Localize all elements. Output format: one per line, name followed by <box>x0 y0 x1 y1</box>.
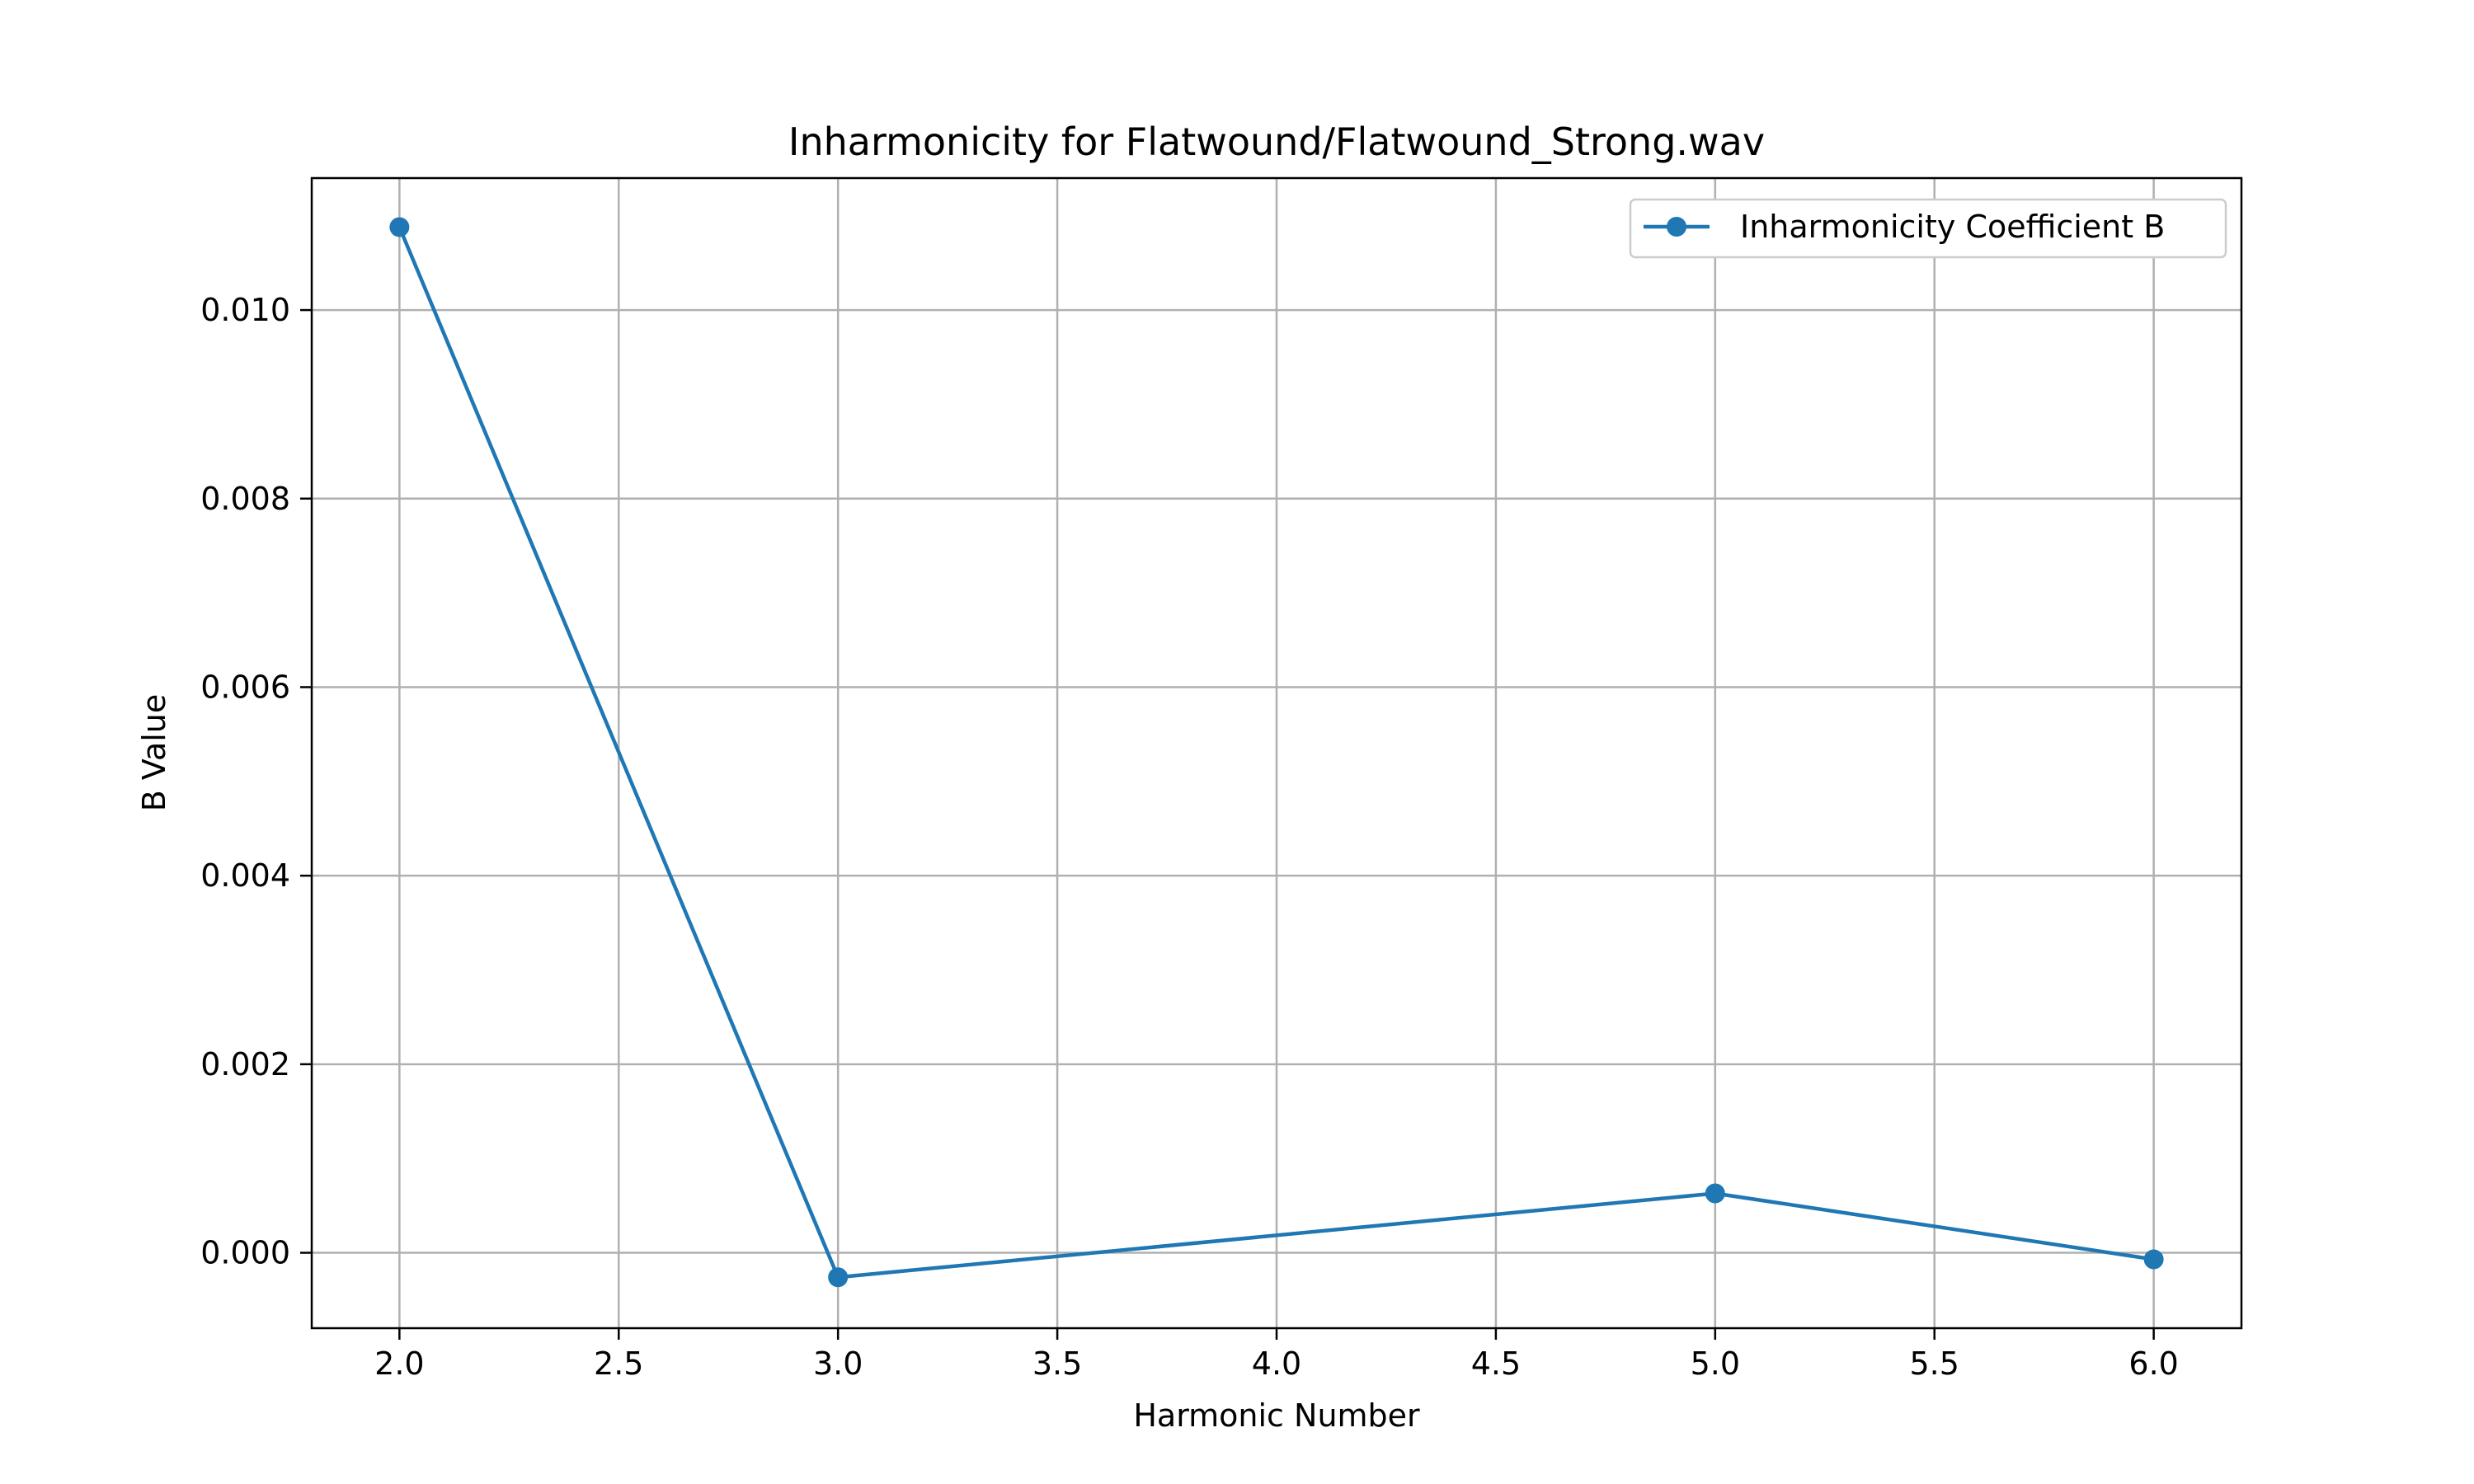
y-tick-label: 0.008 <box>200 481 290 517</box>
y-tick-label: 0.002 <box>200 1046 290 1082</box>
x-axis-label: Harmonic Number <box>1133 1397 1420 1434</box>
y-tick-label: 0.006 <box>200 669 290 705</box>
legend: Inharmonicity Coefficient B <box>1629 198 2227 259</box>
data-point <box>1705 1183 1725 1204</box>
x-tick-label: 2.0 <box>374 1345 424 1382</box>
series-layer <box>389 217 2164 1288</box>
y-tick-label: 0.004 <box>200 857 290 894</box>
y-tick-label: 0.000 <box>200 1235 290 1271</box>
y-axis-label: B Value <box>136 694 172 812</box>
ticks: 2.0 2.5 3.0 3.5 4.0 4.5 5.0 5.5 6.0 0.000 0.002 0.0… <box>200 292 2179 1382</box>
x-tick-label: 5.5 <box>1910 1345 1959 1382</box>
data-point <box>389 217 410 237</box>
data-point <box>2143 1249 2164 1270</box>
x-tick-label: 4.5 <box>1471 1345 1521 1382</box>
chart-title: Inharmonicity for Flatwound/Flatwound_St… <box>788 120 1765 164</box>
legend-marker-swatch <box>1667 217 1686 237</box>
x-tick-label: 5.0 <box>1691 1345 1740 1382</box>
series-line <box>397 226 2154 1280</box>
x-tick-label: 3.0 <box>813 1345 863 1382</box>
x-tick-label: 3.5 <box>1032 1345 1082 1382</box>
x-tick-label: 4.0 <box>1252 1345 1301 1382</box>
x-tick-label: 6.0 <box>2128 1345 2178 1382</box>
grid <box>312 178 2241 1328</box>
data-point <box>828 1267 849 1288</box>
legend-box <box>1629 198 2227 259</box>
legend-entry-inharmonicity-coefficient-b: Inharmonicity Coefficient B <box>1740 209 2165 245</box>
x-tick-label: 2.5 <box>594 1345 643 1382</box>
y-tick-label: 0.010 <box>200 292 290 328</box>
